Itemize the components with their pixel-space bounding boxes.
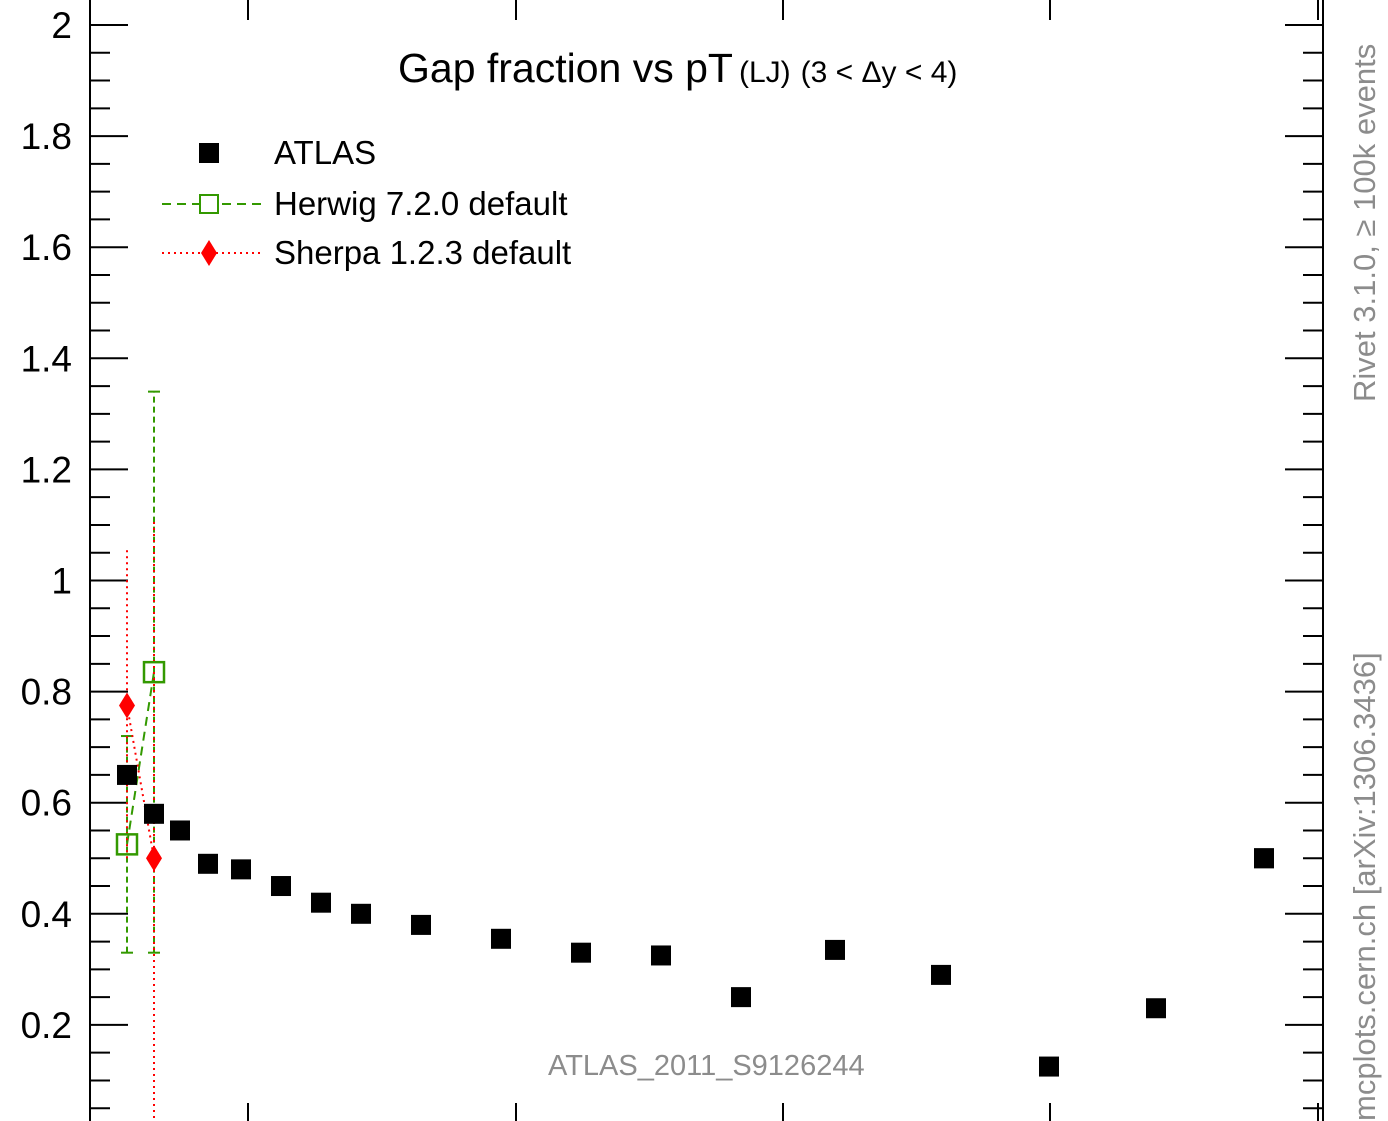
atlas-point: [491, 928, 511, 949]
mcplots-label: mcplots.cern.ch [arXiv:1306.3436]: [1347, 652, 1382, 1121]
y-axis-ticks: 0.2 0.4 0.6 0.8 1 1.2 1.4 1.6 1.8 2: [21, 5, 1323, 1110]
legend: ATLAS Herwig 7.2.0 default Sherpa 1.2.3 …: [162, 134, 571, 271]
atlas-point: [1146, 998, 1166, 1019]
atlas-point: [117, 764, 137, 785]
y-tick-label: 1: [51, 561, 72, 602]
atlas-point: [411, 914, 431, 935]
atlas-point: [170, 820, 190, 841]
y-tick-label: 1.4: [21, 338, 72, 379]
legend-sherpa-marker: [201, 240, 217, 266]
atlas-point: [931, 964, 951, 985]
atlas-point: [231, 859, 251, 880]
y-tick-label: 0.2: [21, 1005, 72, 1046]
atlas-point: [271, 876, 291, 897]
y-tick-label: 0.8: [21, 672, 72, 713]
atlas-point: [351, 903, 371, 924]
sherpa-point: [119, 692, 135, 719]
analysis-label: ATLAS_2011_S9126244: [548, 1050, 865, 1082]
x-axis-ticks: [247, 0, 1319, 1121]
herwig-point: [115, 833, 139, 856]
atlas-point: [198, 853, 218, 874]
y-tick-label: 2: [51, 5, 72, 46]
rivet-label: Rivet 3.1.0, ≥ 100k events: [1347, 44, 1382, 402]
legend-atlas-label: ATLAS: [274, 134, 376, 171]
chart-title-range: (3 < Δy < 4): [801, 56, 958, 89]
y-tick-label: 1.6: [21, 227, 72, 268]
atlas-point: [651, 945, 671, 966]
herwig-point: [142, 660, 166, 684]
legend-herwig-label: Herwig 7.2.0 default: [274, 185, 568, 222]
atlas-point: [144, 803, 164, 824]
atlas-point: [1254, 848, 1274, 869]
sherpa-line: [126, 705, 155, 859]
atlas-point: [731, 987, 751, 1008]
chart-title-main: Gap fraction vs pT: [398, 45, 733, 91]
legend-sherpa-label: Sherpa 1.2.3 default: [274, 234, 571, 271]
y-tick-label: 0.6: [21, 783, 72, 824]
plot-frame: [89, 0, 1324, 1121]
legend-herwig-marker: [199, 194, 219, 214]
data-marks: [115, 390, 1274, 1121]
atlas-point: [311, 892, 331, 913]
chart-title: Gap fraction vs pT (LJ) (3 < Δy < 4): [398, 45, 957, 91]
atlas-point: [825, 939, 845, 960]
atlas-point: [1039, 1056, 1059, 1077]
y-tick-label: 1.8: [21, 116, 72, 157]
chart-title-sub: (LJ): [739, 56, 791, 89]
sherpa-point: [146, 845, 162, 872]
y-tick-label: 0.4: [21, 894, 72, 935]
y-tick-label: 1.2: [21, 449, 72, 490]
legend-atlas-marker: [199, 143, 219, 163]
atlas-point: [571, 942, 591, 963]
